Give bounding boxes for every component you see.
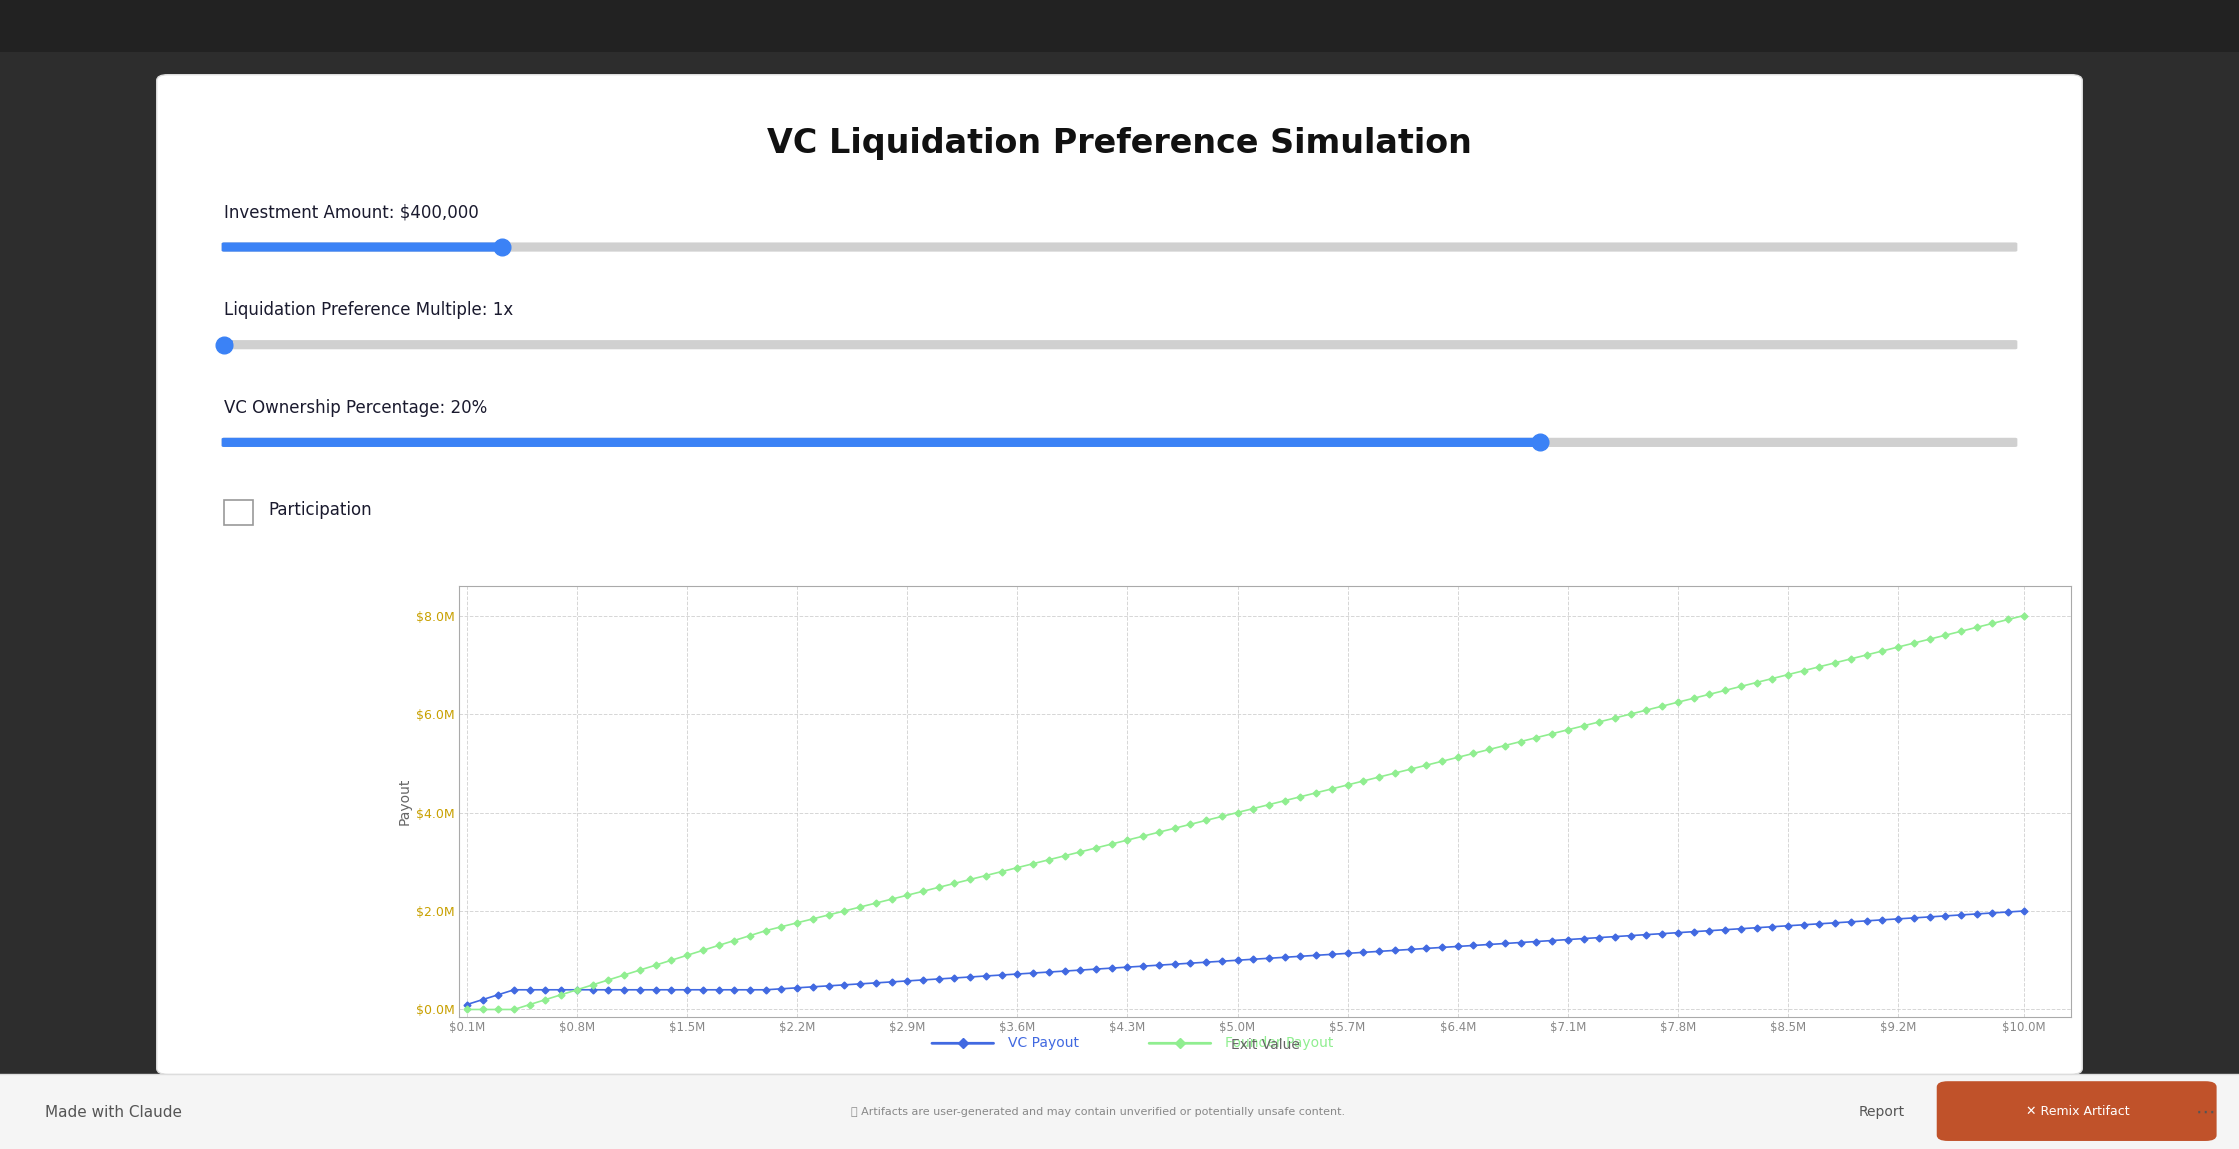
VC Payout xyxy=(752,982,779,996)
X-axis label: Exit Value: Exit Value xyxy=(1231,1039,1299,1052)
Founder Payout xyxy=(1932,629,1959,642)
Text: Investment Amount: $400,000: Investment Amount: $400,000 xyxy=(224,203,479,222)
Founder Payout xyxy=(2011,609,2037,623)
Text: Participation: Participation xyxy=(269,501,372,519)
Line: Founder Payout: Founder Payout xyxy=(463,614,2026,1012)
Text: ✕ Remix Artifact: ✕ Remix Artifact xyxy=(2026,1104,2129,1118)
Bar xyxy=(0,0,2239,52)
Y-axis label: Payout: Payout xyxy=(399,778,412,825)
VC Payout xyxy=(1256,951,1283,965)
VC Payout xyxy=(815,979,842,993)
FancyBboxPatch shape xyxy=(222,438,1543,447)
Text: ⋯: ⋯ xyxy=(2196,1103,2214,1121)
Text: VC Ownership Percentage: 20%: VC Ownership Percentage: 20% xyxy=(224,399,488,417)
FancyBboxPatch shape xyxy=(222,242,504,252)
Line: VC Payout: VC Payout xyxy=(463,909,2026,1007)
Founder Payout xyxy=(1381,766,1408,780)
VC Payout xyxy=(1381,943,1408,957)
FancyBboxPatch shape xyxy=(222,242,2017,252)
VC Payout xyxy=(1932,909,1959,923)
Text: Founder Payout: Founder Payout xyxy=(1225,1036,1332,1050)
VC Payout xyxy=(1885,912,1912,926)
Text: VC Liquidation Preference Simulation: VC Liquidation Preference Simulation xyxy=(768,128,1471,160)
Text: ⓘ Artifacts are user-generated and may contain unverified or potentially unsafe : ⓘ Artifacts are user-generated and may c… xyxy=(851,1108,1346,1117)
Founder Payout xyxy=(1256,797,1283,811)
Bar xyxy=(0,1074,2239,1149)
FancyBboxPatch shape xyxy=(157,75,2082,1074)
Founder Payout xyxy=(815,908,842,921)
Founder Payout xyxy=(752,924,779,938)
FancyBboxPatch shape xyxy=(1937,1081,2217,1141)
Founder Payout xyxy=(1885,640,1912,654)
Bar xyxy=(224,500,253,525)
VC Payout xyxy=(2011,904,2037,918)
Text: Made with Claude: Made with Claude xyxy=(45,1104,181,1120)
Founder Payout xyxy=(455,1003,481,1017)
VC Payout xyxy=(455,997,481,1011)
Text: VC Payout: VC Payout xyxy=(1008,1036,1079,1050)
FancyBboxPatch shape xyxy=(222,438,2017,447)
FancyBboxPatch shape xyxy=(222,340,233,349)
Text: Liquidation Preference Multiple: 1x: Liquidation Preference Multiple: 1x xyxy=(224,301,513,319)
FancyBboxPatch shape xyxy=(222,340,2017,349)
Text: Report: Report xyxy=(1858,1105,1905,1119)
